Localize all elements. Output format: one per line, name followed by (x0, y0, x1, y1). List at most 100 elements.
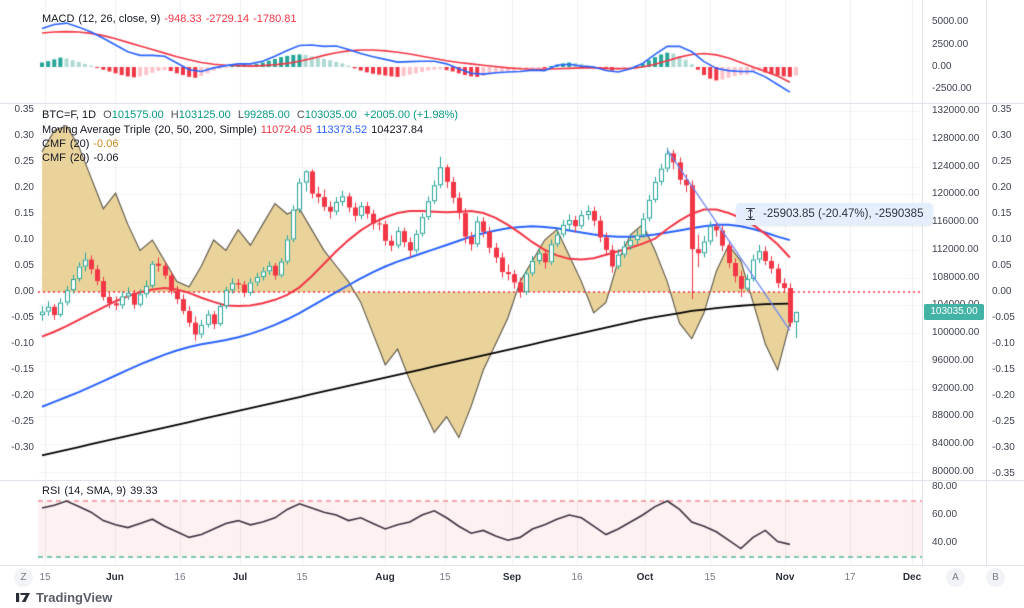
symbol-legend[interactable]: BTC=F, 1D O101575.00 H103125.00 L99285.0… (42, 109, 462, 121)
macd-hist-value: -948.33 (164, 13, 202, 25)
macd-axis-label: 0.00 (932, 61, 952, 72)
time-axis-separator (0, 565, 1024, 566)
rsi-axis-label: 80.00 (932, 481, 958, 492)
cmf-right-axis-label: -0.35 (992, 468, 1015, 479)
change-value: +2005.00 (+1.98%) (363, 109, 459, 121)
price-axis-label: 88000.00 (932, 410, 974, 422)
time-axis-day-label[interactable]: 16 (174, 572, 186, 583)
cmf-legend-2[interactable]: CMF (20) -0.06 (42, 152, 122, 164)
price-axis-label: 116000.00 (932, 216, 979, 228)
cmf-left-axis-label: -0.10 (11, 338, 34, 349)
cmf-left-axis-label: 0.10 (14, 234, 34, 245)
high-value: 103125.00 (178, 109, 231, 121)
price-axis-label: 124000.00 (932, 160, 980, 172)
cmf-right-axis-label: -0.30 (992, 442, 1015, 453)
timezone-button[interactable]: Z (14, 568, 33, 587)
ma200-value: 104237.84 (371, 124, 424, 136)
panel-separator[interactable] (0, 480, 1024, 481)
macd-signal-value: -1780.81 (253, 13, 297, 25)
rsi-legend[interactable]: RSI (14, SMA, 9) 39.33 (42, 485, 162, 497)
time-axis-month-label[interactable]: Nov (775, 572, 795, 583)
measurement-text: -25903.85 (-20.47%), -2590385 (763, 208, 924, 220)
cmf-right-axis-label: -0.10 (992, 338, 1015, 349)
price-axis-label: 100000.00 (932, 327, 980, 339)
cmf-left-axis-label: 0.35 (14, 104, 34, 115)
ma-params: (20, 50, 200, Simple) (154, 124, 257, 136)
rsi-axis-label: 40.00 (932, 537, 958, 548)
macd-line-value: -2729.14 (205, 13, 250, 25)
open-value: 101575.00 (111, 109, 164, 121)
time-axis-day-label[interactable]: 15 (704, 572, 716, 583)
time-axis-day-label[interactable]: 17 (844, 572, 856, 583)
rsi-title: RSI (42, 485, 61, 497)
cmf-left-axis-label: 0.30 (14, 130, 34, 141)
cmf1-params: (20) (69, 138, 90, 150)
cmf-left-axis-label: 0.20 (14, 182, 34, 193)
time-axis-month-label[interactable]: Oct (636, 572, 654, 583)
cmf-left-axis-label: 0.00 (14, 286, 34, 297)
cmf-right-axis-label: 0.10 (992, 234, 1012, 245)
time-axis-day-label[interactable]: 15 (439, 572, 451, 583)
cmf-right-axis-label: 0.35 (992, 104, 1012, 115)
macd-panel-canvas[interactable] (38, 0, 922, 103)
ma20-value: 110724.05 (260, 124, 312, 136)
macd-legend[interactable]: MACD (12, 26, close, 9) -948.33 -2729.14 -17… (42, 13, 301, 25)
price-axis-label: 132000.00 (932, 105, 980, 116)
cmf-left-axis-label: 0.05 (14, 260, 34, 271)
cmf-right-axis-label: 0.00 (992, 286, 1012, 297)
axis-a-button[interactable]: A (946, 568, 965, 587)
price-axis-label: 108000.00 (932, 271, 980, 283)
cmf-left-axis-label: -0.05 (11, 312, 34, 323)
rsi-params: (14, SMA, 9) (64, 485, 127, 497)
rsi-panel-canvas[interactable] (38, 481, 922, 565)
cmf2-params: (20) (69, 152, 90, 164)
price-axis-border (922, 0, 923, 565)
cmf-left-axis-label: 0.25 (14, 156, 34, 167)
time-axis-month-label[interactable]: Jun (106, 572, 124, 583)
price-axis-label: 96000.00 (932, 354, 974, 366)
time-axis-day-label[interactable]: 16 (571, 572, 583, 583)
price-axis-label: 128000.00 (932, 132, 980, 144)
panel-separator[interactable] (0, 103, 1024, 104)
cmf-left-axis-label: -0.25 (11, 416, 34, 427)
cmf-left-axis-label: 0.15 (14, 208, 34, 219)
cmf-right-axis-label: -0.15 (992, 364, 1015, 375)
cmf1-title: CMF (42, 138, 66, 150)
cmf-left-axis-label: -0.20 (11, 390, 34, 401)
cmf2-title: CMF (42, 152, 66, 164)
macd-title: MACD (42, 13, 75, 25)
cmf-legend-1[interactable]: CMF (20) -0.06 (42, 138, 122, 150)
time-axis-month-label[interactable]: Aug (375, 572, 395, 583)
macd-params: (12, 26, close, 9) (78, 13, 161, 25)
price-panel-canvas[interactable] (38, 103, 922, 480)
measurement-tooltip: -25903.85 (-20.47%), -2590385 (736, 203, 934, 225)
cmf-axis-border (986, 0, 987, 565)
price-axis-label: 112000.00 (932, 243, 979, 255)
time-axis-month-label[interactable]: Jul (232, 572, 248, 583)
time-axis-day-label[interactable]: 15 (296, 572, 308, 583)
time-axis-day-label[interactable]: 15 (39, 572, 51, 583)
last-price-tag: 103035.00 (924, 304, 984, 321)
price-axis-label: 80000.00 (932, 465, 974, 477)
cmf-right-axis-label: 0.20 (992, 182, 1012, 193)
cmf1-value: -0.06 (93, 138, 119, 150)
macd-axis-label: 2500.00 (932, 38, 969, 50)
rsi-axis-label: 60.00 (932, 509, 958, 520)
tradingview-logo-text: TradingView (36, 590, 113, 605)
price-axis-label: 120000.00 (932, 188, 980, 200)
tradingview-logo-icon (16, 593, 30, 602)
low-value: 99285.00 (243, 109, 290, 121)
time-axis-month-label[interactable]: Dec (902, 572, 922, 583)
ma-triple-legend[interactable]: Moving Average Triple (20, 50, 200, Simpl… (42, 124, 427, 136)
low-label: L (237, 109, 244, 121)
price-axis-label: 84000.00 (932, 438, 974, 450)
cmf-right-axis-label: -0.25 (992, 416, 1015, 427)
tradingview-logo[interactable]: TradingView (16, 590, 112, 605)
price-range-icon (746, 208, 755, 220)
rsi-value: 39.33 (130, 485, 158, 497)
axis-b-button[interactable]: B (986, 568, 1005, 587)
macd-axis-label: 5000.00 (932, 16, 969, 28)
close-label: C (296, 109, 305, 121)
time-axis-month-label[interactable]: Sep (502, 572, 522, 583)
